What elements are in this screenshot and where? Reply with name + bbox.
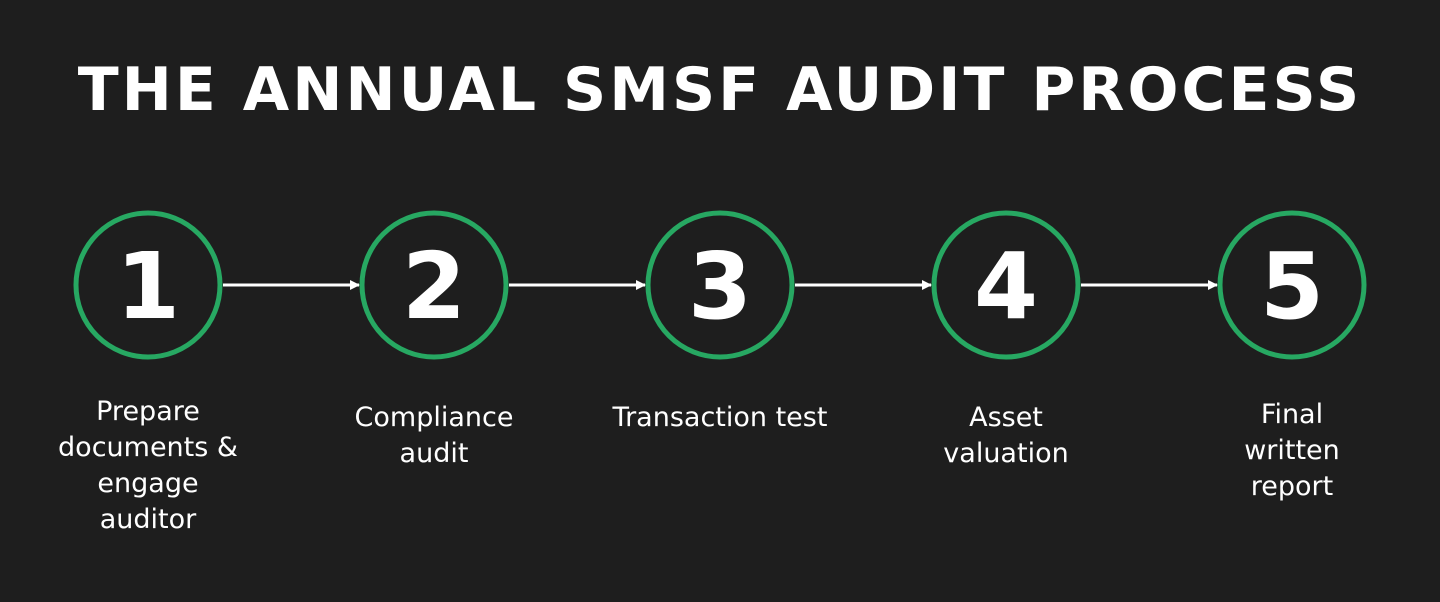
step-2-label: Compliance audit xyxy=(354,402,514,469)
step-1-circle xyxy=(73,210,223,360)
step-3-label: Transaction test xyxy=(612,402,828,433)
diagram-title: THE ANNUAL SMSF AUDIT PROCESS xyxy=(77,55,1363,125)
step-2-circle xyxy=(359,210,509,360)
step-4-label: Asset valuation xyxy=(943,402,1069,469)
step-4-circle xyxy=(931,210,1081,360)
step-4-number: 4 xyxy=(974,233,1038,340)
step-3-circle xyxy=(645,210,795,360)
step-1-number: 1 xyxy=(116,233,180,340)
step-5-number: 5 xyxy=(1260,233,1324,340)
step-1-label: Prepare documents & engage auditor xyxy=(58,396,238,535)
step-3-number: 3 xyxy=(688,233,752,340)
step-5-circle xyxy=(1217,210,1367,360)
step-2-number: 2 xyxy=(402,233,466,340)
step-5-label: Final written report xyxy=(1244,399,1340,502)
